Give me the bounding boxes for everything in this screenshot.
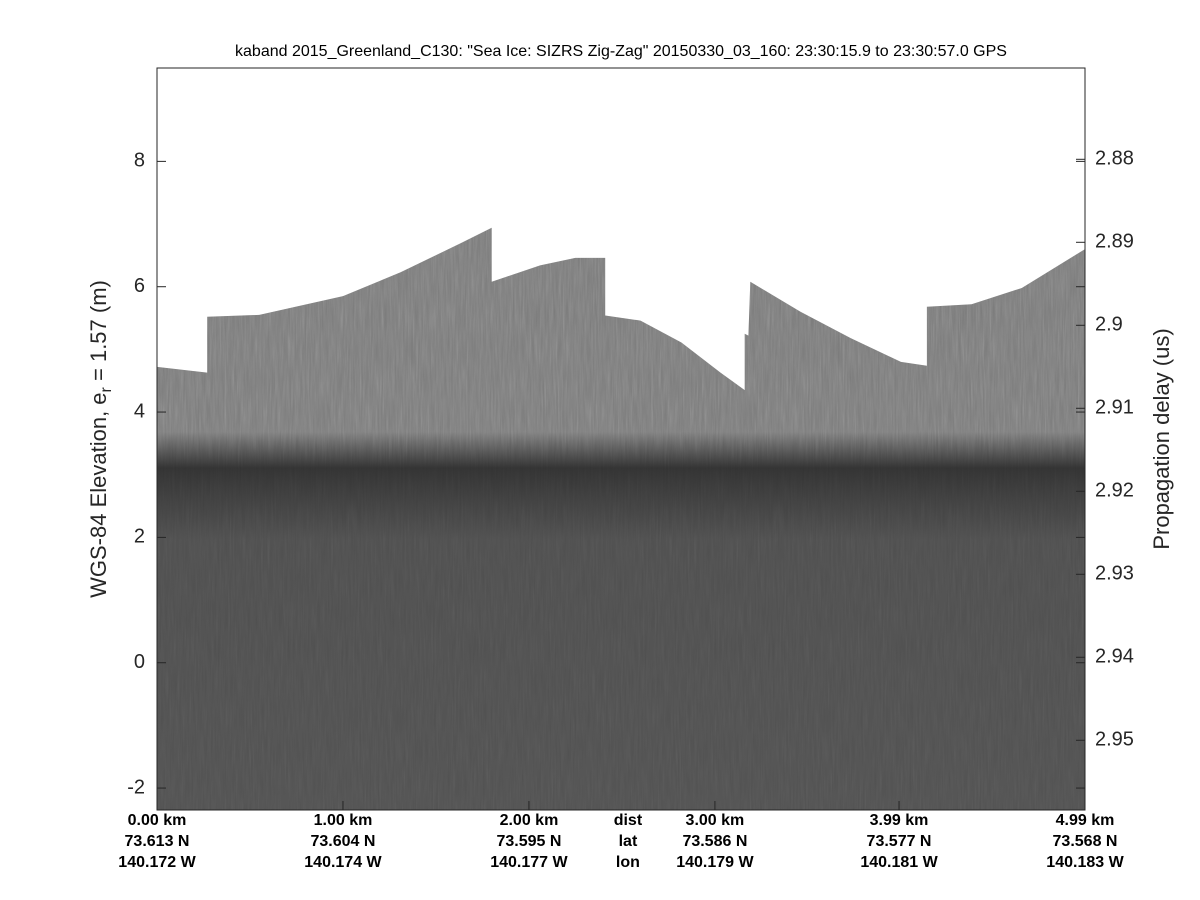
echogram-texture — [157, 227, 1085, 810]
x-tick-label: 3.99 km — [870, 812, 929, 829]
y-tick-label: 4 — [134, 400, 145, 422]
y-tick-label: -2 — [127, 776, 145, 798]
lon-label: 140.172 W — [118, 854, 196, 871]
y2-tick-label: 2.93 — [1095, 563, 1134, 585]
y-label-main: WGS-84 Elevation, e — [86, 392, 111, 597]
lat-label: 73.604 N — [311, 833, 376, 850]
x-tick-label: 2.00 km — [500, 812, 559, 829]
axes-box — [156, 67, 1086, 811]
lon-label: 140.179 W — [676, 854, 754, 871]
y-tick-label: 8 — [134, 150, 145, 172]
lat-label: 73.613 N — [125, 833, 190, 850]
subsurface-layer — [157, 227, 1085, 810]
lon-label: 140.177 W — [490, 854, 568, 871]
x-tick-label: 1.00 km — [314, 812, 373, 829]
chart-title: kaband 2015_Greenland_C130: "Sea Ice: SI… — [235, 43, 1007, 60]
row-label: lon — [616, 854, 640, 871]
y2-tick-label: 2.91 — [1095, 397, 1134, 419]
lat-label: 73.595 N — [496, 833, 561, 850]
y2-tick-label: 2.88 — [1095, 148, 1134, 170]
x-tick-label: 3.00 km — [686, 812, 745, 829]
y-axis-label: WGS-84 Elevation, er = 1.57 (m) — [86, 280, 115, 598]
x-tick-label: 0.00 km — [128, 812, 187, 829]
x-tick-label: 4.99 km — [1056, 812, 1115, 829]
y-label-end: = 1.57 (m) — [86, 280, 111, 387]
y-tick-label: 0 — [134, 651, 145, 673]
y2-tick-label: 2.94 — [1095, 646, 1134, 668]
y-label-sub: r — [98, 386, 115, 392]
plot-area — [157, 227, 1085, 811]
row-label: dist — [614, 812, 643, 829]
lat-label: 73.586 N — [682, 833, 747, 850]
lon-label: 140.183 W — [1046, 854, 1124, 871]
y2-axis-label: Propagation delay (us) — [1149, 328, 1174, 549]
y2-tick-label: 2.95 — [1095, 729, 1134, 751]
y2-tick-label: 2.92 — [1095, 480, 1134, 502]
y-tick-label: 6 — [134, 275, 145, 297]
lon-label: 140.174 W — [304, 854, 382, 871]
y2-tick-label: 2.89 — [1095, 231, 1134, 253]
lon-label: 140.181 W — [860, 854, 938, 871]
row-label: lat — [619, 833, 638, 850]
y-tick-label: 2 — [134, 526, 145, 548]
y2-tick-label: 2.9 — [1095, 314, 1123, 336]
lat-label: 73.568 N — [1053, 833, 1118, 850]
lat-label: 73.577 N — [867, 833, 932, 850]
